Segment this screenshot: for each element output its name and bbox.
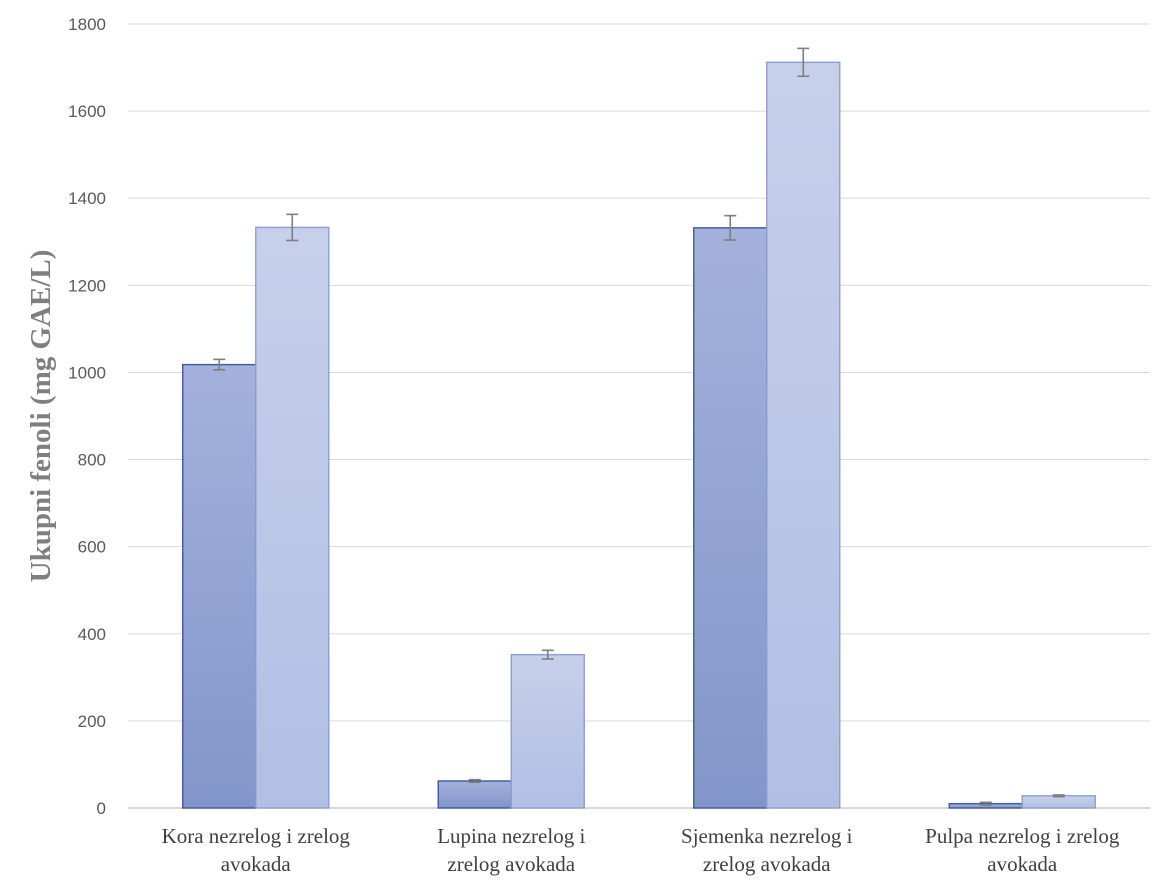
y-tick-label: 1400	[68, 189, 106, 208]
bar-series2-cat1	[255, 226, 330, 809]
y-tick-label: 1000	[68, 363, 106, 382]
error-bar-series1-cat4	[979, 801, 992, 806]
y-tick-label: 1200	[68, 276, 106, 295]
error-bar-series1-cat1	[213, 358, 226, 371]
bar-series2-cat2	[510, 653, 585, 809]
category-label: Pulpa nezrelog i zrelog	[925, 824, 1120, 848]
y-tick-label: 600	[78, 538, 106, 557]
bar-series2-cat3	[766, 61, 841, 809]
y-tick-labels: 0 200 400 600 800 1000 1200 1400 1600 1800	[68, 15, 106, 818]
y-tick-label: 1800	[68, 15, 106, 34]
y-tick-label: 1600	[68, 102, 106, 121]
category-label: zrelog avokada	[447, 852, 575, 876]
y-tick-label: 400	[78, 625, 106, 644]
bars	[182, 61, 1096, 809]
error-bar-series2-cat4	[1052, 794, 1065, 798]
category-label: avokada	[987, 852, 1058, 876]
bar-series2-cat4	[1021, 795, 1096, 809]
error-bar-series2-cat2	[541, 649, 554, 660]
bar-series1-cat2	[437, 780, 512, 809]
error-bars	[213, 47, 1065, 806]
bar-series1-cat3	[693, 227, 768, 809]
category-label: zrelog avokada	[703, 852, 831, 876]
error-bar-series2-cat3	[797, 47, 810, 78]
category-label: Sjemenka nezrelog i	[681, 824, 853, 848]
category-labels: Kora nezrelog i zrelog avokada Lupina nezr…	[162, 824, 1120, 876]
y-tick-label: 800	[78, 451, 106, 470]
category-label: Lupina nezrelog i	[437, 824, 585, 848]
y-tick-label: 200	[78, 712, 106, 731]
y-tick-label: 0	[97, 799, 106, 818]
error-bar-series1-cat2	[468, 778, 481, 784]
bar-series1-cat1	[182, 363, 257, 809]
category-label: avokada	[221, 852, 292, 876]
error-bar-series2-cat1	[286, 213, 299, 242]
y-axis-label: Ukupni fenoli (mg GAE/L)	[25, 250, 57, 583]
error-bar-series1-cat3	[724, 214, 737, 241]
category-label: Kora nezrelog i zrelog	[162, 824, 351, 848]
